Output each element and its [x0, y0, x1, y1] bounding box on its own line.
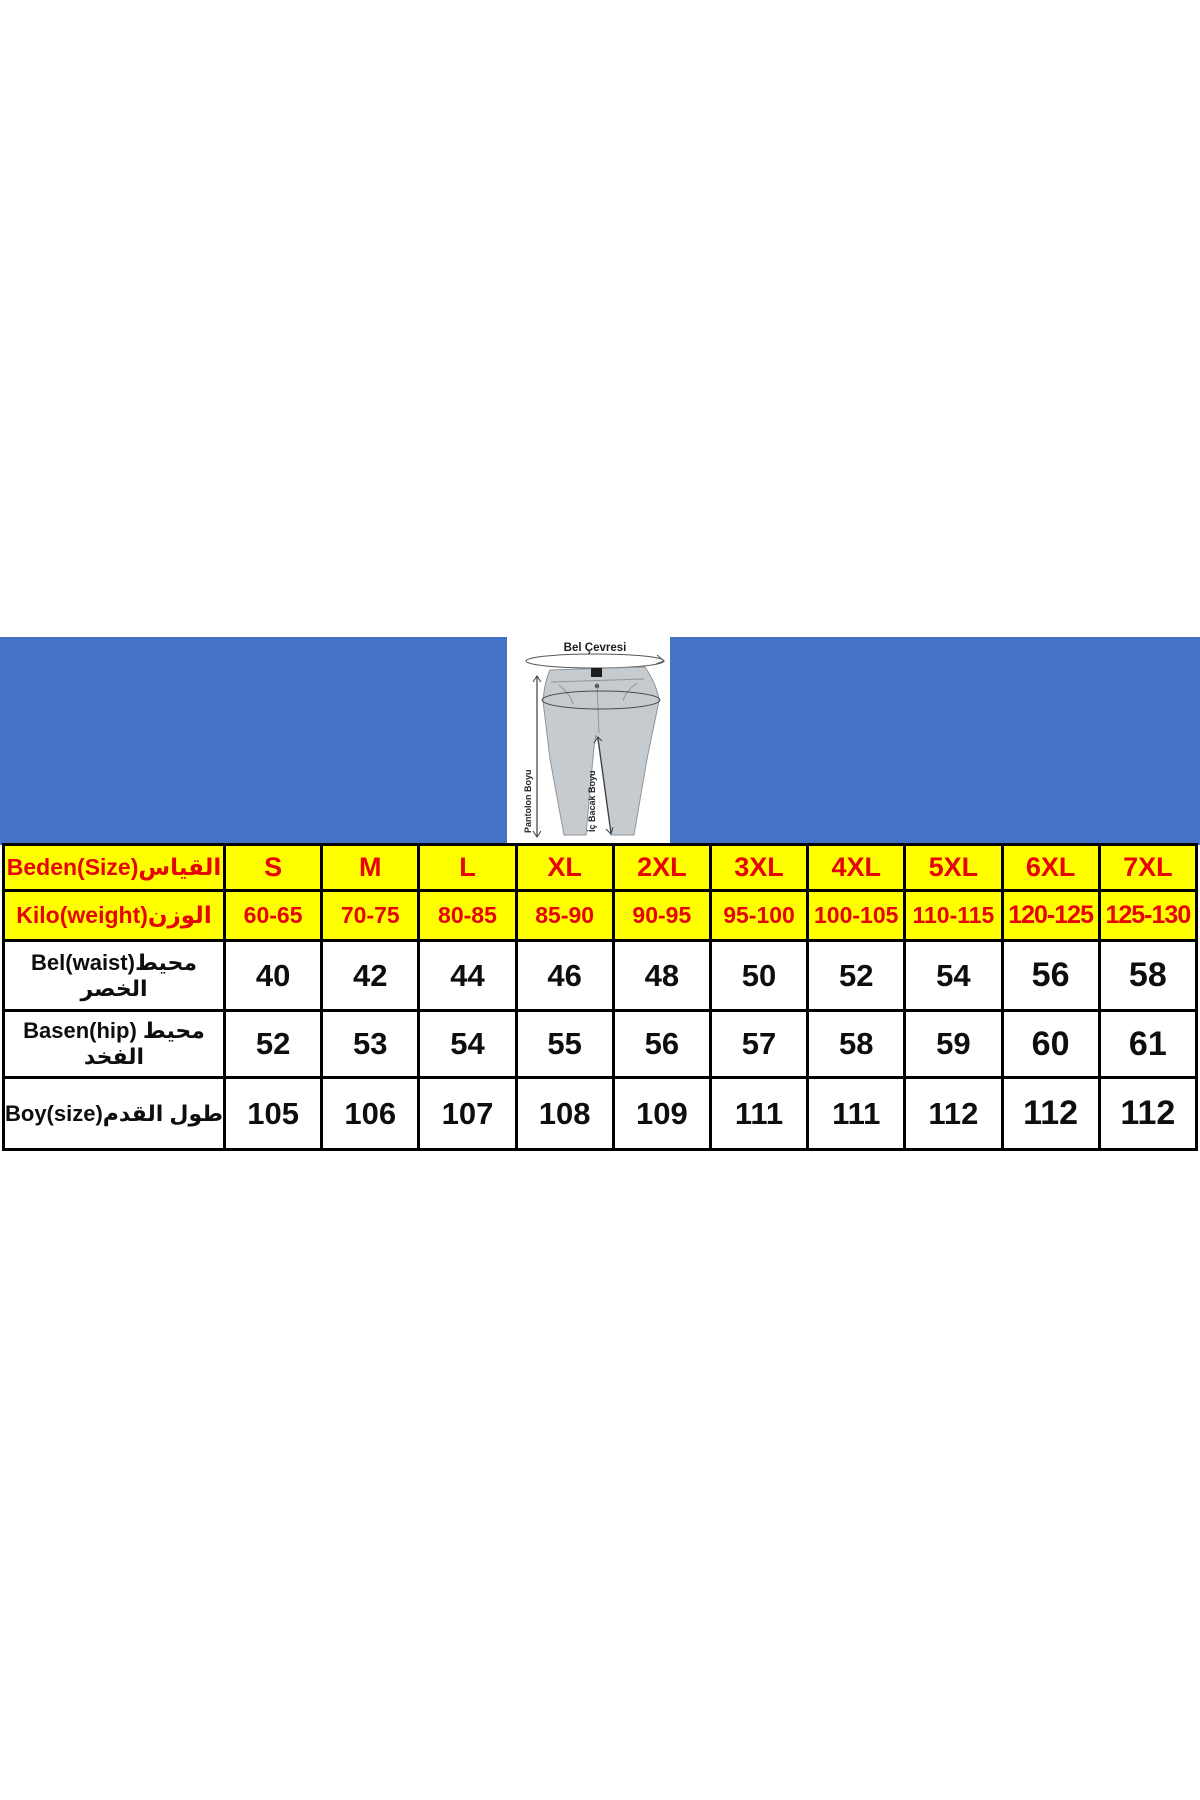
- inseam-measure-line: [597, 737, 612, 834]
- size-row-label: Beden(Size)القياس: [2, 843, 226, 892]
- size-cell: 6XL: [1000, 843, 1101, 892]
- waist-cell: 58: [1097, 939, 1199, 1012]
- hip-ellipse: [541, 690, 661, 710]
- size-cell: 7XL: [1097, 843, 1199, 892]
- weight-cell: 80-85: [417, 889, 518, 942]
- hip-cell: 61: [1097, 1009, 1199, 1079]
- length-row-label: Boy(size)طول القدم: [2, 1076, 226, 1151]
- waist-row-label: Bel(waist)محيط الخصر: [2, 939, 226, 1012]
- outseam-arrow-bottom-icon: [532, 830, 542, 838]
- waist-cell: 46: [514, 939, 615, 1012]
- pants-diagram: Bel Çevresi Pantolon Boyu: [507, 637, 670, 845]
- waistband-seam: [550, 678, 645, 683]
- length-cell: 108: [514, 1076, 615, 1151]
- hip-row: Basen(hip) محيط الفخد 52 53 54 55 56 57 …: [2, 1009, 1199, 1079]
- length-cell: 112: [1097, 1076, 1199, 1151]
- waist-cell: 50: [708, 939, 810, 1012]
- length-cell: 112: [1000, 1076, 1101, 1151]
- hip-cell: 55: [514, 1009, 615, 1079]
- size-chart-table: Beden(Size)القياس S M L XL 2XL 3XL 4XL 5…: [2, 843, 1199, 1151]
- length-cell: 111: [806, 1076, 907, 1151]
- waist-cell: 44: [417, 939, 518, 1012]
- hip-row-label: Basen(hip) محيط الفخد: [2, 1009, 226, 1079]
- waist-circumference-label: Bel Çevresi: [564, 642, 627, 654]
- hip-cell: 60: [1000, 1009, 1101, 1079]
- hip-cell: 53: [320, 1009, 421, 1079]
- waist-cell: 52: [806, 939, 907, 1012]
- hip-cell: 58: [806, 1009, 907, 1079]
- size-row: Beden(Size)القياس S M L XL 2XL 3XL 4XL 5…: [2, 843, 1199, 892]
- waist-cell: 48: [611, 939, 712, 1012]
- waist-cell: 56: [1000, 939, 1101, 1012]
- size-cell: M: [320, 843, 421, 892]
- length-cell: 105: [222, 1076, 324, 1151]
- brand-tag: [591, 668, 602, 677]
- size-cell: 2XL: [611, 843, 712, 892]
- hip-cell: 57: [708, 1009, 810, 1079]
- waist-row: Bel(waist)محيط الخصر 40 42 44 46 48 50 5…: [2, 939, 1199, 1012]
- banner-blue-band: Bel Çevresi Pantolon Boyu: [0, 637, 1200, 845]
- weight-cell: 125-130: [1097, 889, 1199, 942]
- hip-cell: 54: [417, 1009, 518, 1079]
- weight-row-label: Kilo(weight)الوزن: [2, 889, 226, 942]
- inseam-arrow-top-icon: [593, 736, 603, 744]
- size-cell: 3XL: [708, 843, 810, 892]
- outseam-arrow-top-icon: [532, 675, 542, 683]
- hip-cell: 52: [222, 1009, 324, 1079]
- length-cell: 106: [320, 1076, 421, 1151]
- inseam-arrow-bottom-icon: [605, 826, 614, 835]
- weight-cell: 95-100: [708, 889, 810, 942]
- size-cell: S: [222, 843, 324, 892]
- weight-cell: 120-125: [1000, 889, 1101, 942]
- weight-cell: 100-105: [806, 889, 907, 942]
- waist-cell: 40: [222, 939, 324, 1012]
- left-pocket-seam: [558, 684, 574, 705]
- weight-cell: 90-95: [611, 889, 712, 942]
- pants-outline: [542, 666, 660, 836]
- pants-measurement-illustration: Bel Çevresi Pantolon Boyu: [523, 642, 665, 838]
- hip-cell: 56: [611, 1009, 712, 1079]
- inseam-label: İç Bacak Boyu: [587, 770, 597, 832]
- length-cell: 111: [708, 1076, 810, 1151]
- size-cell: 4XL: [806, 843, 907, 892]
- waist-ellipse-arrow-icon: [655, 654, 665, 665]
- length-row: Boy(size)طول القدم 105 106 107 108 109 1…: [2, 1076, 1199, 1151]
- length-cell: 107: [417, 1076, 518, 1151]
- hip-cell: 59: [903, 1009, 1004, 1079]
- waist-cell: 42: [320, 939, 421, 1012]
- length-cell: 109: [611, 1076, 712, 1151]
- size-cell: L: [417, 843, 518, 892]
- length-cell: 112: [903, 1076, 1004, 1151]
- size-cell: XL: [514, 843, 615, 892]
- weight-cell: 110-115: [903, 889, 1004, 942]
- weight-cell: 70-75: [320, 889, 421, 942]
- weight-cell: 85-90: [514, 889, 615, 942]
- size-cell: 5XL: [903, 843, 1004, 892]
- waist-cell: 54: [903, 939, 1004, 1012]
- weight-row: Kilo(weight)الوزن 60-65 70-75 80-85 85-9…: [2, 889, 1199, 942]
- outseam-label: Pantolon Boyu: [523, 770, 533, 834]
- weight-cell: 60-65: [222, 889, 324, 942]
- waist-ellipse: [525, 653, 665, 669]
